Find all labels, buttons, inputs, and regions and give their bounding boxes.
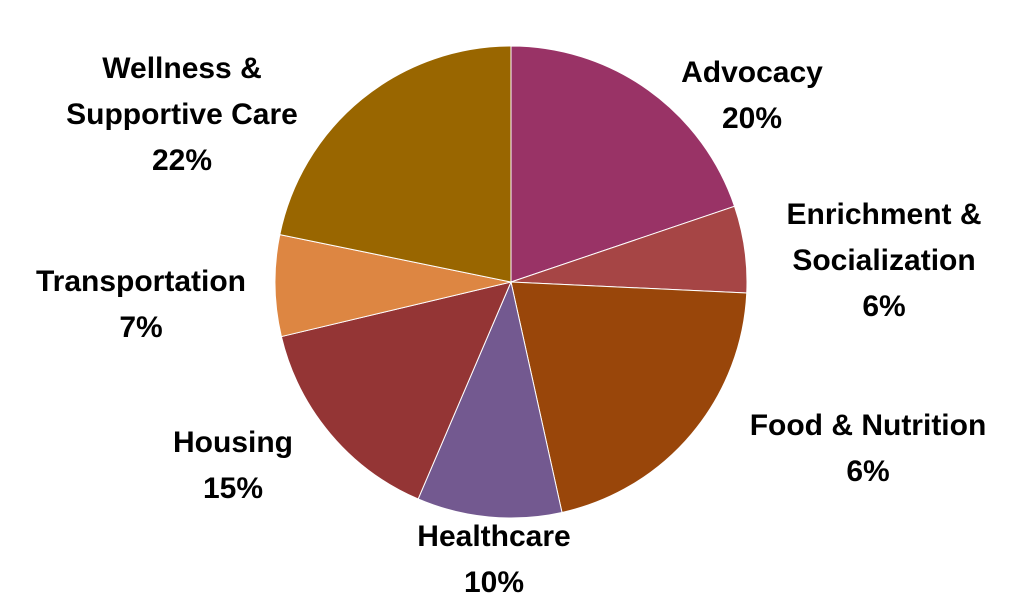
pie-slice-advocacy <box>510 45 736 283</box>
label-percent-healthcare: 10% <box>464 566 524 599</box>
pie-slice-healthcare <box>417 280 563 519</box>
label-name-enrichment-and-socialization: Enrichment & <box>786 198 981 231</box>
label-percent-wellness-and-supportive-care: 22% <box>152 144 212 177</box>
label-name-healthcare: Healthcare <box>417 520 570 553</box>
label-percent-transportation: 7% <box>119 311 162 344</box>
data-label-enrichment-and-socialization: Enrichment & Socialization 6% <box>786 198 981 323</box>
label-percent-housing: 15% <box>203 472 263 505</box>
data-label-healthcare: Healthcare 10% <box>417 520 570 599</box>
label-name-wellness-and-supportive-care: Wellness & <box>102 52 262 85</box>
pie-slice-housing <box>280 281 512 500</box>
label-percent-food-and-nutrition: 6% <box>846 455 889 488</box>
data-label-advocacy: Advocacy 20% <box>681 56 823 135</box>
data-label-transportation: Transportation 7% <box>36 265 246 344</box>
label-name-transportation: Transportation <box>36 265 246 298</box>
label-name-food-and-nutrition: Food & Nutrition <box>750 409 987 442</box>
pie-slice-wellness-and-supportive-care <box>279 45 512 283</box>
label-name-enrichment-and-socialization: Socialization <box>792 244 975 277</box>
pie-slices <box>274 45 748 519</box>
label-name-advocacy: Advocacy <box>681 56 823 89</box>
pie-slice-food-and-nutrition <box>510 281 748 514</box>
label-percent-enrichment-and-socialization: 6% <box>862 290 905 323</box>
data-label-food-and-nutrition: Food & Nutrition 6% <box>750 409 987 488</box>
pie-slice-transportation <box>274 234 512 338</box>
label-percent-advocacy: 20% <box>722 102 782 135</box>
data-label-housing: Housing 15% <box>173 426 293 505</box>
label-name-housing: Housing <box>173 426 293 459</box>
data-label-wellness-and-supportive-care: Wellness & Supportive Care 22% <box>66 52 298 177</box>
label-name-wellness-and-supportive-care: Supportive Care <box>66 98 298 131</box>
